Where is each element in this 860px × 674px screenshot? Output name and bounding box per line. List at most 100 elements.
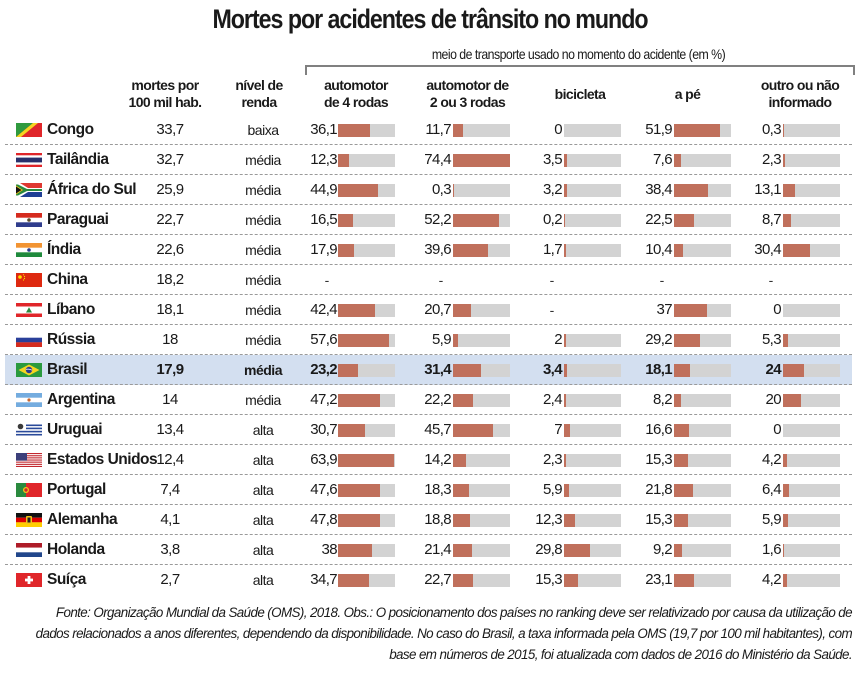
mode-motorbike-bar-track <box>453 214 510 227</box>
mode-pedestrian-bar-track <box>674 484 731 497</box>
mode-bicycle-value: 0 <box>554 121 562 138</box>
mode-pedestrian-value: 21,8 <box>645 481 672 498</box>
income-level: média <box>245 212 281 228</box>
mode-car-bar-track <box>338 544 395 557</box>
row-separator <box>5 324 852 325</box>
germany-flag-icon <box>16 513 42 527</box>
row-separator <box>5 174 852 175</box>
mode-car-bar <box>338 484 381 497</box>
mode-pedestrian-bar-track <box>674 544 731 557</box>
mode-car-bar-track <box>338 454 395 467</box>
mode-bicycle-value: 2,4 <box>542 391 563 408</box>
mode-car-bar-track <box>338 154 395 167</box>
mode-other-bar-track <box>783 544 840 557</box>
switzerland-flag-icon <box>16 573 42 587</box>
argentina-flag-icon <box>16 393 42 407</box>
mode-other-bar <box>783 334 788 347</box>
mode-other-bar <box>783 184 795 197</box>
mode-car-value: 47,6 <box>310 481 337 498</box>
mode-pedestrian-bar <box>674 244 684 257</box>
mode-bicycle-missing: - <box>549 302 555 318</box>
mode-other-value: 1,6 <box>761 541 782 558</box>
mode-other-bar <box>783 484 789 497</box>
header-mode-other: outro ou não informado <box>760 77 840 110</box>
mode-pedestrian-bar-track <box>674 334 731 347</box>
mode-motorbike-bar <box>453 154 510 167</box>
mode-bicycle-missing: - <box>549 272 555 288</box>
mode-car-bar-track <box>338 304 395 317</box>
mode-other-value: 5,3 <box>761 331 782 348</box>
country-name: Holanda <box>47 541 105 558</box>
table-row: Estados Unidos 12,4 alta 63,9 14,2 2,3 15,3 4,2 <box>5 445 852 475</box>
income-level: alta <box>252 572 274 588</box>
table-row: Rússia 18 média 57,6 5,9 2 29,2 5,3 <box>5 325 852 355</box>
deaths-per-100k: 22,7 <box>156 211 184 228</box>
south-africa-flag-icon <box>16 183 42 197</box>
mode-car-value: 47,2 <box>310 391 337 408</box>
row-separator <box>5 564 852 565</box>
income-level: média <box>245 182 281 198</box>
mode-other-bar-track <box>783 154 840 167</box>
mode-bicycle-bar-track <box>564 514 621 527</box>
china-flag-icon <box>16 273 42 287</box>
mode-motorbike-value: 21,4 <box>424 541 451 558</box>
mode-motorbike-bar <box>453 394 473 407</box>
mode-car-value: 16,5 <box>310 211 337 228</box>
mode-bicycle-bar <box>564 244 566 257</box>
row-separator <box>5 264 852 265</box>
mode-pedestrian-bar-track <box>674 364 731 377</box>
income-level: média <box>245 302 281 318</box>
mode-car-bar-track <box>338 424 395 437</box>
deaths-per-100k: 3,8 <box>160 541 180 558</box>
mode-other-value: 13,1 <box>754 181 781 198</box>
mode-car-bar <box>338 454 395 467</box>
mode-pedestrian-bar <box>674 154 681 167</box>
income-level: alta <box>252 422 274 438</box>
mode-motorbike-bar <box>453 544 472 557</box>
mode-car-bar <box>338 244 354 257</box>
mode-motorbike-value: 39,6 <box>424 241 451 258</box>
mode-other-bar-track <box>783 244 840 257</box>
mode-motorbike-value: 74,4 <box>424 151 451 168</box>
mode-motorbike-value: 20,7 <box>424 301 451 318</box>
mode-car-bar <box>338 514 381 527</box>
usa-flag-icon <box>16 453 42 467</box>
mode-pedestrian-bar <box>674 124 720 137</box>
mode-pedestrian-bar-track <box>674 244 731 257</box>
mode-other-bar-track <box>783 214 840 227</box>
mode-car-bar <box>338 394 380 407</box>
mode-bicycle-bar-track <box>564 184 621 197</box>
russia-flag-icon <box>16 333 42 347</box>
country-name: Brasil <box>47 361 88 378</box>
mode-car-value: 12,3 <box>310 151 337 168</box>
mode-other-bar <box>783 214 791 227</box>
header-mode-pedestrian: a pé <box>674 85 701 102</box>
table-row: Holanda 3,8 alta 38 21,4 29,8 9,2 1,6 <box>5 535 852 565</box>
mode-bicycle-bar-track <box>564 154 621 167</box>
mode-car-value: 17,9 <box>310 241 337 258</box>
row-separator <box>5 474 852 475</box>
mode-pedestrian-bar-track <box>674 394 731 407</box>
country-name: Congo <box>47 121 94 138</box>
table-row: China 18,2 média - - - - - <box>5 265 852 295</box>
mode-other-bar-track <box>783 364 840 377</box>
mode-bicycle-bar-track <box>564 454 621 467</box>
income-level: média <box>245 272 281 288</box>
mode-pedestrian-bar-track <box>674 304 731 317</box>
mode-bicycle-value: 3,2 <box>542 181 563 198</box>
deaths-per-100k: 14 <box>162 391 178 408</box>
mode-bicycle-value: 2 <box>554 331 562 348</box>
mode-pedestrian-bar-track <box>674 514 731 527</box>
mode-bicycle-bar <box>564 154 568 167</box>
header-income: nível de renda <box>235 77 283 110</box>
mode-motorbike-bar-track <box>453 364 510 377</box>
mode-other-bar-track <box>783 424 840 437</box>
deaths-per-100k: 33,7 <box>156 121 184 138</box>
mode-bicycle-value: 2,3 <box>542 451 563 468</box>
mode-bicycle-bar <box>564 514 575 527</box>
mode-pedestrian-value: 38,4 <box>645 181 672 198</box>
mode-car-value: 34,7 <box>310 571 337 588</box>
mode-bicycle-bar <box>564 334 566 347</box>
transport-group-bracket <box>305 65 855 75</box>
mode-pedestrian-value: 18,1 <box>645 361 672 378</box>
